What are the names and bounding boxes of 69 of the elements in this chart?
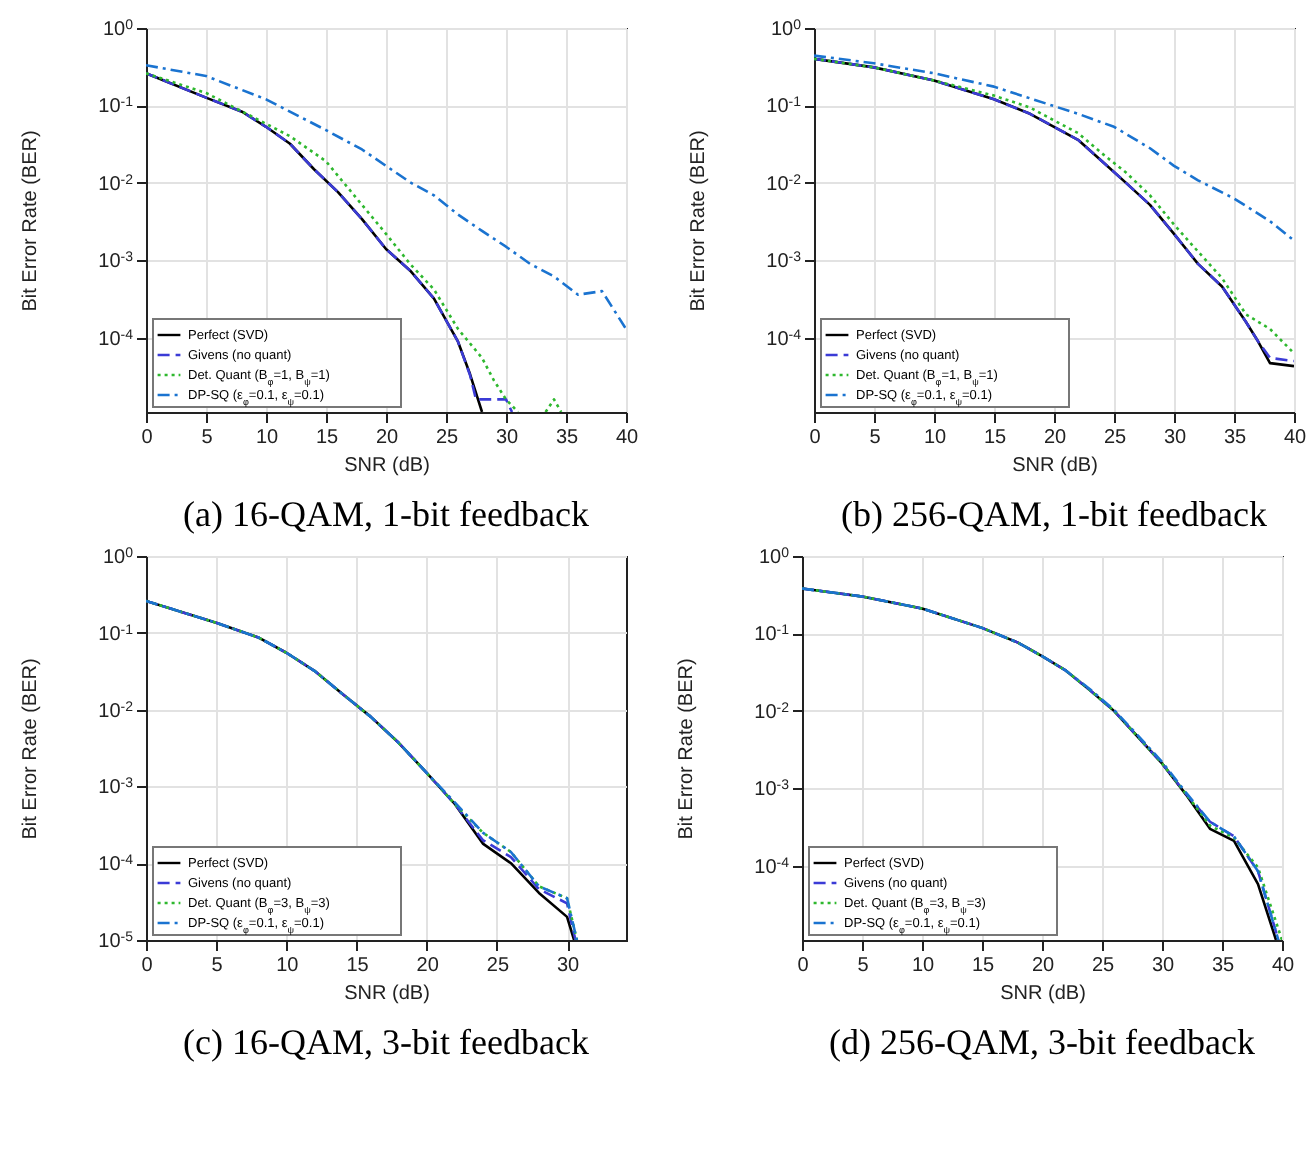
- x-tick-label: 25: [435, 427, 459, 449]
- x-tick-label: 40: [1283, 427, 1307, 449]
- x-tick-label: 0: [809, 427, 822, 449]
- x-axis-title: SNR (dB): [344, 455, 430, 477]
- y-tick-label: 10$^{-1}$: [98, 95, 134, 119]
- x-tick-label: 30: [1163, 427, 1187, 449]
- x-tick-label: 35: [1223, 427, 1247, 449]
- y-tick-label: 10$^{-3}$: [98, 250, 134, 274]
- x-tick-label: 30: [1151, 955, 1175, 977]
- y-tick-label: 10$^{-4}$: [766, 327, 802, 351]
- y-tick-label: 10$^{-2}$: [754, 700, 790, 724]
- x-axis-title: SNR (dB): [1012, 455, 1098, 477]
- y-axis-title: Bit Error Rate (BER): [675, 658, 698, 840]
- x-tick-label: 20: [1031, 955, 1055, 977]
- y-tick-label: 10$^{-2}$: [766, 172, 802, 196]
- y-tick-label: 10$^{-3}$: [766, 250, 802, 274]
- y-tick-label: 10$^{0}$: [102, 18, 134, 41]
- x-tick-label: 25: [486, 955, 510, 977]
- x-tick-label: 25: [1103, 427, 1127, 449]
- x-tick-label: 0: [797, 955, 810, 977]
- x-tick-label: 30: [556, 955, 581, 977]
- x-tick-label: 30: [495, 427, 519, 449]
- y-tick-label: 10$^{-1}$: [98, 622, 134, 646]
- x-tick-label: 0: [141, 427, 154, 449]
- x-tick-label: 35: [555, 427, 579, 449]
- x-tick-label: 15: [983, 427, 1007, 449]
- x-axis-title: SNR (dB): [1000, 983, 1086, 1005]
- x-tick-label: 20: [1043, 427, 1067, 449]
- line-series: [814, 54, 1294, 242]
- x-tick-label: 15: [346, 955, 370, 977]
- y-tick-label: 10$^{-3}$: [754, 778, 790, 802]
- y-tick-label: 10$^{-3}$: [98, 776, 134, 800]
- x-tick-label: 10: [911, 955, 935, 977]
- text: (b) 256-QAM, 1-bit feedback: [841, 494, 1267, 534]
- y-tick-label: 10$^{0}$: [102, 546, 134, 569]
- y-tick-label: 10$^{-2}$: [98, 172, 134, 196]
- x-tick-label: 40: [615, 427, 639, 449]
- y-tick-label: 10$^{-5}$: [98, 930, 134, 953]
- x-tick-label: 10: [923, 427, 947, 449]
- x-tick-label: 10: [255, 427, 279, 449]
- y-tick-label: 10$^{0}$: [758, 546, 790, 569]
- y-axis-title: Bit Error Rate (BER): [19, 658, 42, 840]
- x-tick-label: 15: [971, 955, 995, 977]
- y-axis-title: Bit Error Rate (BER): [687, 130, 710, 312]
- x-tick-label: 40: [1271, 955, 1295, 977]
- x-tick-label: 5: [857, 955, 870, 977]
- text: (c) 16-QAM, 3-bit feedback: [183, 1022, 589, 1062]
- x-tick-label: 20: [375, 427, 399, 449]
- x-tick-label: 35: [1211, 955, 1235, 977]
- text: (d) 256-QAM, 3-bit feedback: [829, 1022, 1255, 1062]
- y-tick-label: 10$^{0}$: [770, 18, 802, 41]
- x-tick-label: 0: [141, 955, 154, 977]
- y-axis-title: Bit Error Rate (BER): [19, 130, 42, 312]
- y-tick-label: 10$^{-4}$: [98, 327, 134, 351]
- x-tick-label: 20: [416, 955, 440, 977]
- x-axis-title: SNR (dB): [344, 983, 430, 1005]
- y-tick-label: 10$^{-1}$: [754, 623, 790, 647]
- y-tick-label: 10$^{-4}$: [98, 853, 134, 877]
- x-tick-label: 15: [315, 427, 339, 449]
- y-tick-label: 10$^{-2}$: [98, 699, 134, 723]
- text: (a) 16-QAM, 1-bit feedback: [183, 494, 589, 534]
- x-tick-label: 5: [201, 427, 214, 449]
- x-tick-label: 5: [211, 955, 224, 977]
- x-tick-label: 10: [276, 955, 300, 977]
- line-series: [146, 63, 626, 331]
- x-tick-label: 25: [1091, 955, 1115, 977]
- y-tick-label: 10$^{-4}$: [754, 855, 790, 879]
- y-tick-label: 10$^{-1}$: [766, 95, 802, 119]
- x-tick-label: 5: [869, 427, 882, 449]
